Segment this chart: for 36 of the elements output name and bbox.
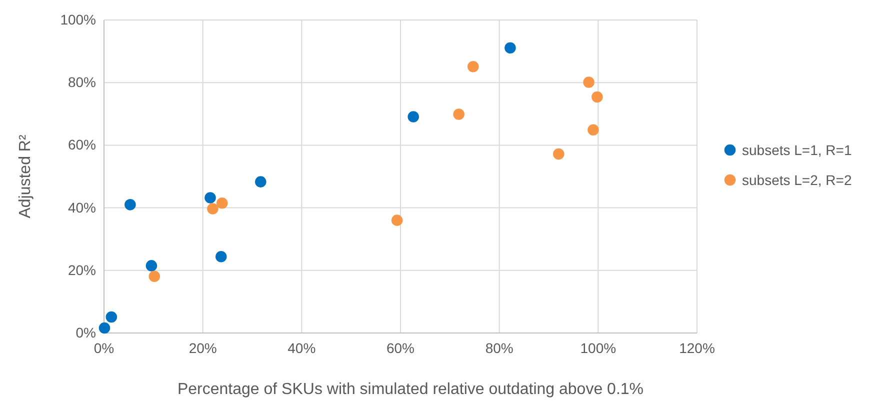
legend-label: subsets L=1, R=1 xyxy=(742,142,852,158)
point xyxy=(255,176,266,188)
x-tick-label: 0% xyxy=(94,340,114,356)
x-tick-label: 80% xyxy=(485,340,514,356)
x-tick-label: 60% xyxy=(386,340,415,356)
point xyxy=(408,111,419,122)
point xyxy=(146,260,158,272)
point xyxy=(588,124,599,136)
y-tick-label: 20% xyxy=(68,262,96,278)
y-tick-label: 100% xyxy=(60,11,96,28)
point xyxy=(592,91,603,103)
point xyxy=(106,311,118,323)
point xyxy=(583,76,594,88)
y-tick-label: 0% xyxy=(76,324,96,340)
point xyxy=(204,192,216,204)
x-axis-title: Percentage of SKUs with simulated relative outdating above 0.1% xyxy=(177,381,644,398)
point xyxy=(98,322,110,334)
x-tick-label: 100% xyxy=(580,340,616,356)
x-tick-label: 40% xyxy=(288,340,316,356)
point xyxy=(468,61,479,72)
point xyxy=(391,214,403,226)
point xyxy=(453,108,464,120)
point xyxy=(552,148,564,160)
y-tick-label: 80% xyxy=(68,74,96,90)
x-tick-label: 20% xyxy=(188,340,217,356)
y-tick-label: 40% xyxy=(68,199,96,216)
point xyxy=(504,42,516,54)
point xyxy=(216,197,228,209)
y-axis-title: Adjusted R² xyxy=(17,134,34,218)
point xyxy=(148,270,160,282)
point xyxy=(124,199,136,210)
x-tick-label: 120% xyxy=(679,340,715,356)
y-tick-label: 60% xyxy=(68,136,96,153)
point xyxy=(215,250,227,262)
point xyxy=(207,203,218,214)
legend-label: subsets L=2, R=2 xyxy=(742,172,852,188)
